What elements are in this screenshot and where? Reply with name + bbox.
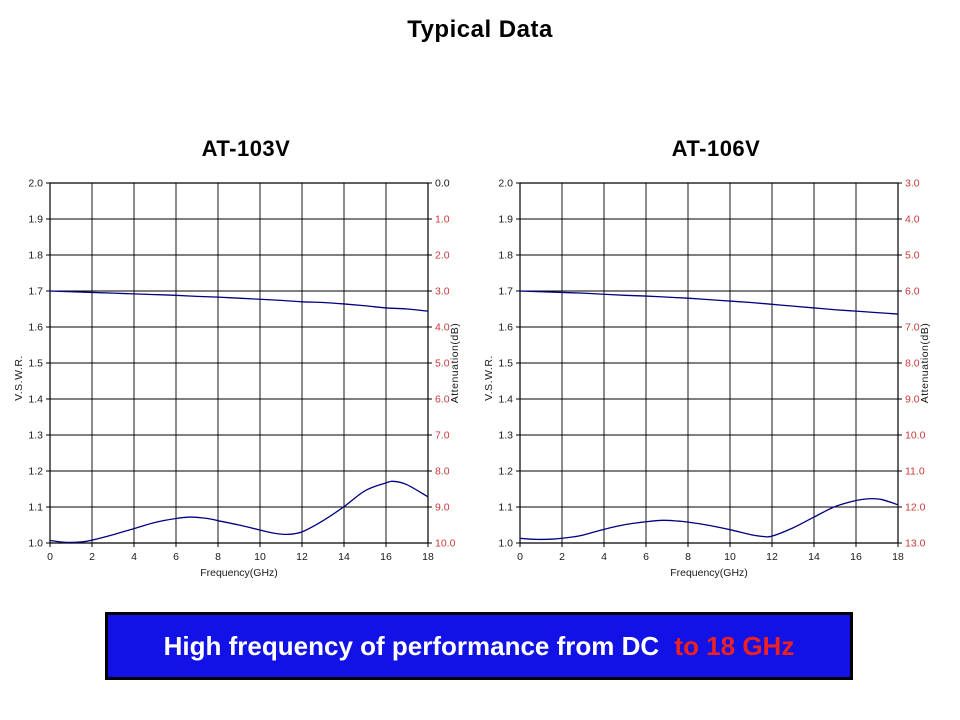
x-axis-tick-label: 12: [766, 551, 778, 563]
x-axis-tick-label: 10: [724, 551, 736, 563]
chart-at-106v: AT-106V 2.0 3.0 1.9 4.0 1.8 5.0 1.7 6.0 1.6 7.0 1.…: [482, 136, 950, 580]
x-axis-tick-label: 2: [89, 551, 95, 563]
x-axis-tick-label: 14: [808, 551, 820, 563]
right-axis-tick-label: 3.0: [435, 286, 450, 298]
page-title: Typical Data: [407, 16, 553, 43]
right-axis-tick-label: 3.0: [905, 178, 920, 190]
x-axis-tick-label: 18: [892, 551, 904, 563]
left-axis-tick-label: 2.0: [28, 178, 43, 190]
x-axis-tick-label: 6: [643, 551, 649, 563]
highlight-banner: High frequency of performance from DC to…: [105, 612, 853, 680]
right-axis-tick-label: 8.0: [435, 466, 450, 478]
attenuation-curve: [49, 290, 429, 312]
left-axis-title: V.S.W.R.: [13, 355, 25, 401]
x-axis-tick-label: 18: [422, 551, 434, 563]
x-axis-tick-label: 8: [215, 551, 221, 563]
x-axis-tick-label: 12: [296, 551, 308, 563]
left-axis-tick-label: 1.5: [28, 358, 43, 370]
left-axis-tick-label: 1.0: [498, 538, 513, 550]
left-axis-tick-label: 1.8: [498, 250, 513, 262]
right-axis-tick-label: 5.0: [435, 358, 450, 370]
attenuation-curve: [519, 290, 899, 315]
left-axis-tick-label: 1.9: [28, 214, 43, 226]
x-axis-tick-label: 8: [685, 551, 691, 563]
right-axis-title: Attenuation(dB): [449, 323, 461, 403]
left-axis-tick-label: 1.1: [498, 502, 513, 514]
left-axis-tick-label: 1.8: [28, 250, 43, 262]
x-axis-tick-label: 16: [380, 551, 392, 563]
x-axis-tick-label: 6: [173, 551, 179, 563]
chart-at-103v: AT-103V 2.0 0.0 1.9 1.0 1.8 2.0 1.7 3.0 1.6 4.0 1.…: [12, 136, 480, 580]
left-axis-tick-label: 1.3: [498, 430, 513, 442]
left-axis-tick-label: 1.9: [498, 214, 513, 226]
left-axis-tick-label: 1.7: [28, 286, 43, 298]
right-axis-tick-label: 4.0: [435, 322, 450, 334]
chart-title-at-103v: AT-103V: [201, 136, 291, 161]
left-axis-tick-label: 1.4: [498, 394, 513, 406]
x-axis-tick-label: 16: [850, 551, 862, 563]
x-axis-title: Frequency(GHz): [670, 567, 748, 579]
right-axis-tick-label: 10.0: [905, 430, 926, 442]
left-axis-tick-label: 1.1: [28, 502, 43, 514]
right-axis-tick-label: 9.0: [435, 502, 450, 514]
x-axis-tick-label: 14: [338, 551, 350, 563]
chart-plot-at-106v: 2.0 3.0 1.9 4.0 1.8 5.0 1.7 6.0 1.6 7.0 1.5 8.0 1.4 9…: [483, 178, 931, 580]
x-axis-tick-label: 0: [47, 551, 53, 563]
right-axis-tick-label: 11.0: [905, 466, 925, 478]
x-axis-tick-label: 2: [559, 551, 565, 563]
left-axis-tick-label: 1.3: [28, 430, 43, 442]
right-axis-title: Attenuation(dB): [919, 323, 931, 403]
left-axis-tick-label: 2.0: [498, 178, 513, 190]
right-axis-tick-label: 13.0: [905, 538, 926, 550]
right-axis-tick-label: 1.0: [435, 214, 450, 226]
x-axis-tick-label: 0: [517, 551, 523, 563]
right-axis-tick-label: 0.0: [435, 178, 450, 190]
chart-plot-at-103v: 2.0 0.0 1.9 1.0 1.8 2.0 1.7 3.0 1.6 4.0 1.5 5.0 1.4 6…: [13, 178, 461, 580]
right-axis-tick-label: 8.0: [905, 358, 920, 370]
x-axis-tick-label: 4: [131, 551, 137, 563]
right-axis-tick-label: 10.0: [435, 538, 456, 550]
banner-text-red: to 18 GHz: [674, 631, 795, 661]
x-axis-title: Frequency(GHz): [200, 567, 278, 579]
right-axis-tick-label: 6.0: [435, 394, 450, 406]
chart-title-at-106v: AT-106V: [671, 136, 761, 161]
x-axis-tick-label: 10: [254, 551, 266, 563]
left-axis-tick-label: 1.0: [28, 538, 43, 550]
right-axis-tick-label: 12.0: [905, 502, 926, 514]
left-axis-title: V.S.W.R.: [483, 355, 495, 401]
left-axis-tick-label: 1.4: [28, 394, 43, 406]
right-axis-tick-label: 4.0: [905, 214, 920, 226]
right-axis-tick-label: 2.0: [435, 250, 450, 262]
left-axis-tick-label: 1.7: [498, 286, 513, 298]
right-axis-tick-label: 9.0: [905, 394, 920, 406]
right-axis-tick-label: 5.0: [905, 250, 920, 262]
left-axis-tick-label: 1.6: [28, 322, 43, 334]
left-axis-tick-label: 1.5: [498, 358, 513, 370]
x-axis-tick-label: 4: [601, 551, 607, 563]
banner-text-white: High frequency of performance from DC: [163, 631, 660, 661]
right-axis-tick-label: 7.0: [435, 430, 450, 442]
right-axis-tick-label: 6.0: [905, 286, 920, 298]
vswr-curve: [49, 480, 429, 544]
left-axis-tick-label: 1.2: [28, 466, 43, 478]
left-axis-tick-label: 1.6: [498, 322, 513, 334]
vswr-curve: [519, 497, 899, 541]
right-axis-tick-label: 7.0: [905, 322, 920, 334]
left-axis-tick-label: 1.2: [498, 466, 513, 478]
